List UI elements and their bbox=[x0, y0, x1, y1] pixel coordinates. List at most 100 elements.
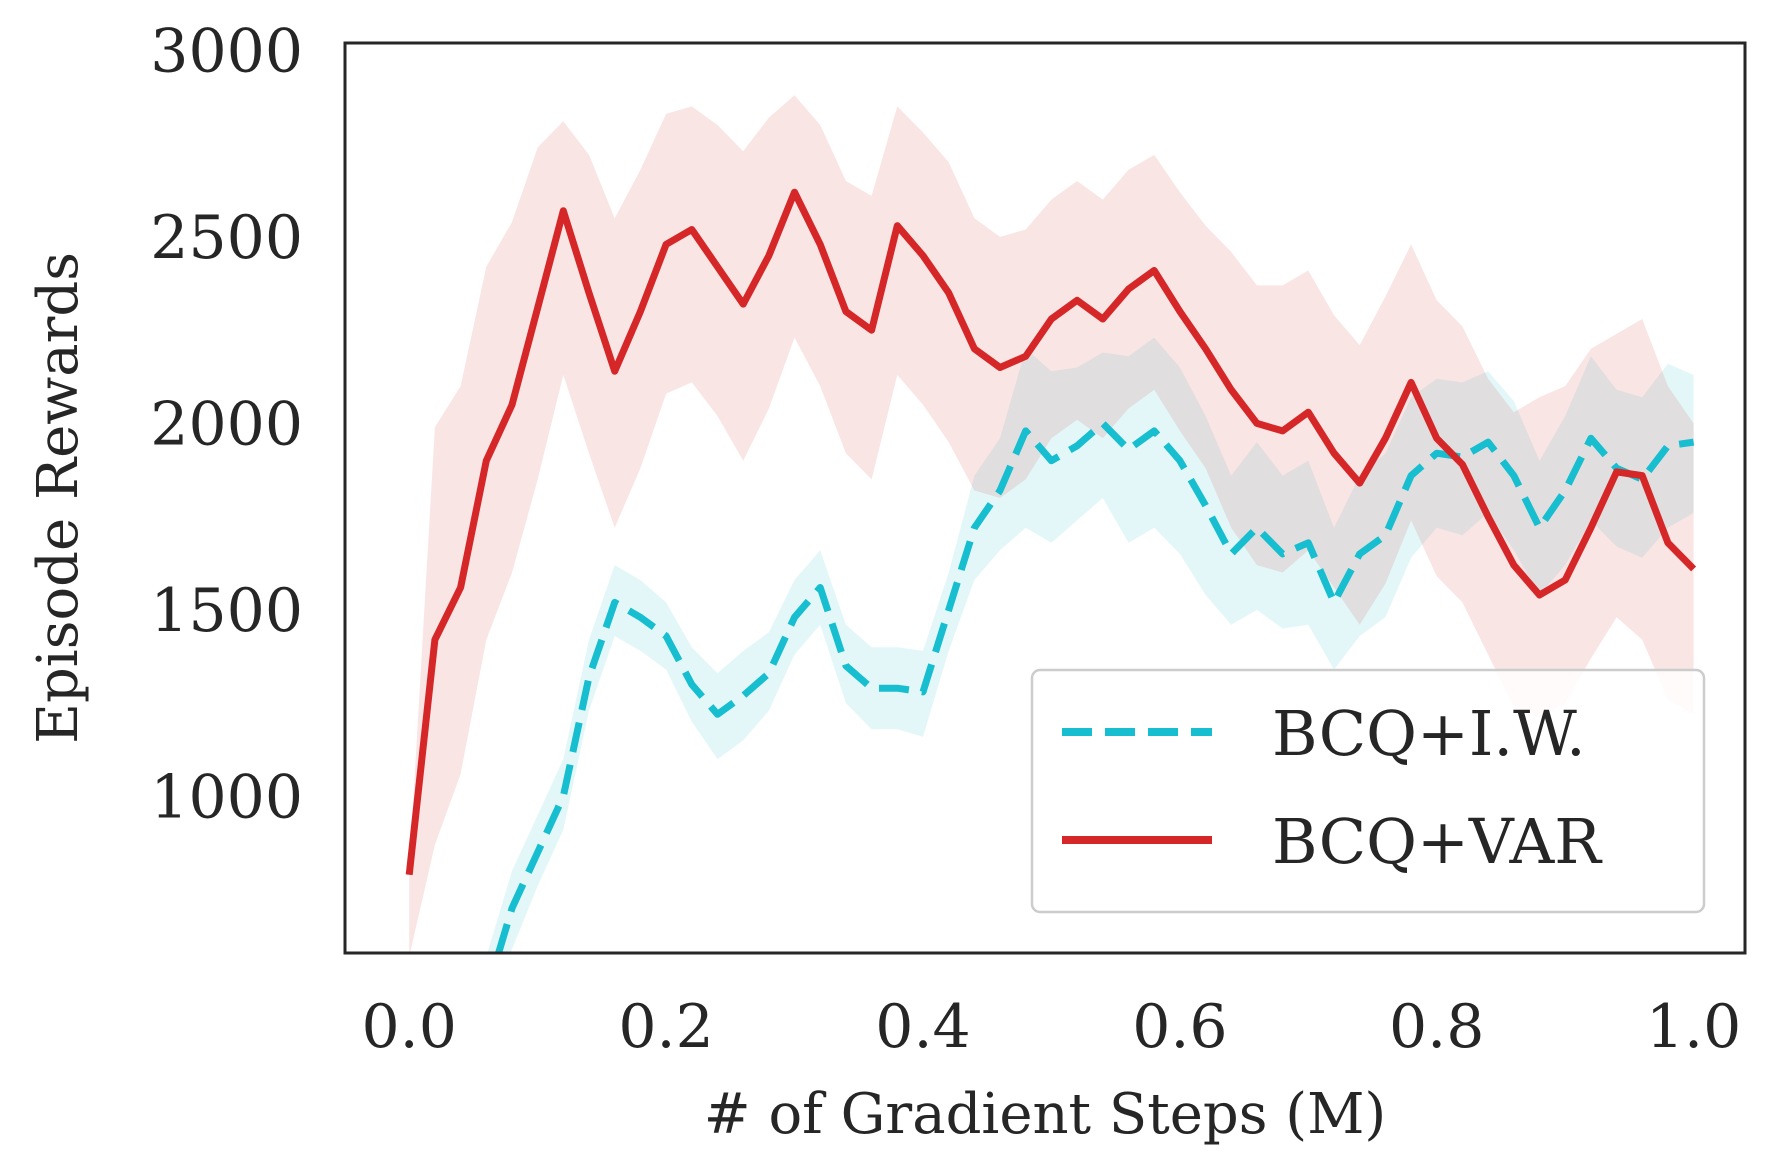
point-bcq-var bbox=[1589, 526, 1593, 530]
band-bcq-i-w bbox=[487, 337, 1694, 953]
x-axis-ticks: 0.0 0.2 0.4 0.6 0.8 1.0 bbox=[361, 992, 1741, 1062]
point-bcq-var bbox=[1538, 593, 1542, 597]
point-bcq-i-w bbox=[1024, 429, 1028, 433]
point-bcq-var bbox=[716, 265, 720, 269]
point-bcq-var bbox=[1512, 563, 1516, 567]
point-bcq-var bbox=[1435, 436, 1439, 440]
point-bcq-i-w bbox=[716, 712, 720, 716]
point-bcq-var bbox=[1281, 429, 1285, 433]
point-bcq-i-w bbox=[1692, 440, 1696, 444]
point-bcq-var bbox=[972, 347, 976, 351]
point-bcq-var bbox=[536, 306, 540, 310]
point-bcq-var bbox=[1306, 410, 1310, 414]
point-bcq-i-w bbox=[793, 615, 797, 619]
point-bcq-var bbox=[664, 242, 668, 246]
point-bcq-i-w bbox=[998, 489, 1002, 493]
point-bcq-i-w bbox=[1152, 429, 1156, 433]
point-bcq-var bbox=[1127, 287, 1131, 291]
y-axis-label: Episode Rewards bbox=[26, 252, 91, 744]
point-bcq-var bbox=[947, 291, 951, 295]
point-bcq-var bbox=[844, 310, 848, 314]
point-bcq-var bbox=[1383, 436, 1387, 440]
y-tick-label: 2500 bbox=[150, 203, 303, 273]
point-bcq-i-w bbox=[1255, 526, 1259, 530]
point-bcq-var bbox=[1075, 298, 1079, 302]
x-tick-label: 0.8 bbox=[1389, 992, 1484, 1062]
point-bcq-i-w bbox=[972, 526, 976, 530]
point-bcq-var bbox=[998, 366, 1002, 370]
point-bcq-var bbox=[818, 242, 822, 246]
point-bcq-var bbox=[510, 403, 514, 407]
point-bcq-var bbox=[1024, 354, 1028, 358]
y-axis-ticks: 1000 1500 2000 2500 3000 bbox=[150, 17, 303, 833]
point-bcq-i-w bbox=[1127, 448, 1131, 452]
point-bcq-i-w bbox=[1204, 504, 1208, 508]
point-bcq-var bbox=[1486, 515, 1490, 519]
x-tick-label: 0.4 bbox=[875, 992, 970, 1062]
point-bcq-var bbox=[767, 254, 771, 258]
point-bcq-var bbox=[1563, 578, 1567, 582]
point-bcq-var bbox=[1615, 470, 1619, 474]
legend: BCQ+I.W. BCQ+VAR bbox=[1030, 668, 1706, 914]
point-bcq-i-w bbox=[536, 850, 540, 854]
y-tick-label: 1500 bbox=[150, 576, 303, 646]
x-tick-label: 0.0 bbox=[361, 992, 456, 1062]
point-bcq-var bbox=[690, 228, 694, 232]
point-bcq-i-w bbox=[690, 683, 694, 687]
point-bcq-var bbox=[1332, 451, 1336, 455]
point-bcq-var bbox=[1178, 310, 1182, 314]
point-bcq-var bbox=[587, 291, 591, 295]
point-bcq-i-w bbox=[613, 600, 617, 604]
point-bcq-var bbox=[1204, 347, 1208, 351]
y-tick-label: 3000 bbox=[150, 17, 303, 87]
x-axis-label: # of Gradient Steps (M) bbox=[704, 1082, 1387, 1147]
point-bcq-i-w bbox=[895, 686, 899, 690]
point-bcq-i-w bbox=[1049, 459, 1053, 463]
legend-label-bcq-var: BCQ+VAR bbox=[1272, 805, 1603, 878]
point-bcq-i-w bbox=[921, 690, 925, 694]
plot-frame bbox=[343, 41, 1747, 955]
point-bcq-i-w bbox=[510, 906, 514, 910]
point-bcq-i-w bbox=[1435, 451, 1439, 455]
point-bcq-var bbox=[1229, 388, 1233, 392]
point-bcq-var bbox=[1358, 481, 1362, 485]
point-bcq-i-w bbox=[1075, 444, 1079, 448]
line-bcq-i-w bbox=[494, 419, 1695, 953]
point-bcq-i-w bbox=[1512, 474, 1516, 478]
confidence-bands bbox=[409, 95, 1694, 953]
point-bcq-var bbox=[1640, 474, 1644, 478]
point-bcq-i-w bbox=[1358, 552, 1362, 556]
point-bcq-i-w bbox=[1409, 474, 1413, 478]
point-bcq-var bbox=[921, 254, 925, 258]
point-bcq-i-w bbox=[1332, 600, 1336, 604]
series-lines bbox=[405, 188, 1697, 953]
point-bcq-var bbox=[741, 302, 745, 306]
point-bcq-var bbox=[407, 873, 411, 877]
point-bcq-i-w bbox=[947, 608, 951, 612]
point-bcq-i-w bbox=[870, 686, 874, 690]
point-bcq-var bbox=[1692, 567, 1696, 571]
point-bcq-i-w bbox=[741, 694, 745, 698]
point-bcq-i-w bbox=[844, 664, 848, 668]
point-bcq-i-w bbox=[1538, 526, 1542, 530]
point-bcq-var bbox=[1049, 317, 1053, 321]
point-bcq-var bbox=[1101, 317, 1105, 321]
y-tick-label: 2000 bbox=[150, 389, 303, 459]
point-bcq-var bbox=[870, 328, 874, 332]
point-bcq-i-w bbox=[1383, 533, 1387, 537]
point-bcq-i-w bbox=[638, 615, 642, 619]
point-bcq-i-w bbox=[767, 671, 771, 675]
point-bcq-i-w bbox=[1229, 552, 1233, 556]
point-bcq-i-w bbox=[1589, 436, 1593, 440]
point-bcq-i-w bbox=[1281, 552, 1285, 556]
point-bcq-var bbox=[1460, 462, 1464, 466]
point-bcq-var bbox=[613, 369, 617, 373]
point-bcq-var bbox=[1255, 421, 1259, 425]
point-bcq-var bbox=[459, 586, 463, 590]
point-bcq-var bbox=[561, 209, 565, 213]
point-bcq-var bbox=[1152, 269, 1156, 273]
band-bcq-var bbox=[409, 95, 1694, 953]
line-bcq-var bbox=[405, 188, 1697, 876]
